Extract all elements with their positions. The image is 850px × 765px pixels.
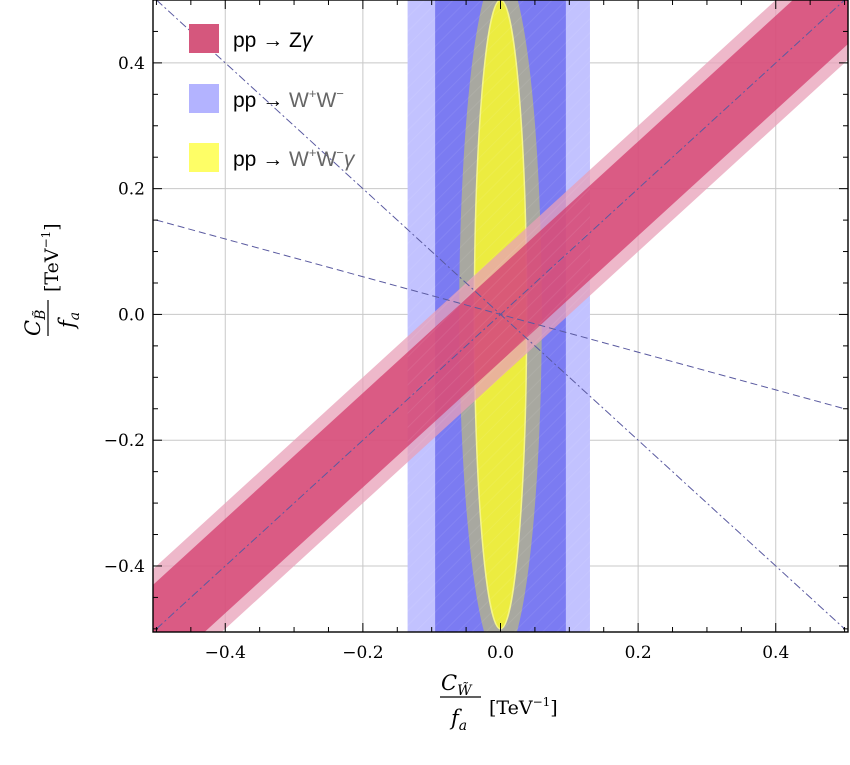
- y-label-denominator: f: [55, 317, 79, 330]
- x-tick-label-2: 0.0: [487, 643, 514, 663]
- legend-tail-zgamma: γ: [302, 29, 314, 52]
- y-label-unit: [TeV: [41, 248, 63, 292]
- y-tick-label-4: 0.4: [118, 54, 145, 74]
- svg-text:CB̃: CB̃: [21, 310, 49, 336]
- x-label-numerator: C: [441, 671, 457, 695]
- x-tick-label-3: 0.2: [625, 643, 652, 663]
- legend-sup1-wwgamma: +: [309, 145, 317, 160]
- legend-w2-ww: W: [316, 89, 336, 112]
- legend-sup2-wwgamma: −: [336, 145, 344, 160]
- x-label-unit: [TeV: [489, 697, 533, 719]
- legend-text-wwgamma: pp →: [233, 148, 289, 171]
- legend-item-zgamma: pp → Zγ: [189, 24, 314, 53]
- reference-lines: [156, 0, 845, 630]
- legend-item-ww: pp → W+W−: [189, 84, 344, 113]
- legend-item-wwgamma: pp → W+W−γ: [189, 143, 356, 172]
- svg-text:[TeV−1]: [TeV−1]: [39, 223, 63, 292]
- legend-sup2-ww: −: [336, 86, 344, 101]
- x-label-unit-exp: −1: [533, 695, 551, 709]
- svg-text:pp → W+W−: pp → W+W−: [233, 86, 344, 112]
- legend-text-ww: pp →: [233, 89, 289, 112]
- y-label-numerator: C: [21, 320, 45, 336]
- x-label-num-sub: W̃: [457, 681, 473, 699]
- legend-w2-wwgamma: W: [316, 148, 336, 171]
- x-label-denominator: f: [449, 706, 462, 730]
- legend: pp → Zγ pp → W+W− pp → W+W−γ: [189, 24, 356, 172]
- legend-swatch-zgamma: [189, 24, 219, 53]
- svg-text:pp → Zγ: pp → Zγ: [233, 29, 314, 52]
- y-label-num-sub: B̃: [31, 310, 49, 321]
- legend-swatch-ww: [189, 84, 219, 113]
- legend-swatch-wwgamma: [189, 143, 219, 172]
- svg-text:[TeV−1]: [TeV−1]: [489, 695, 558, 719]
- svg-text:fa: fa: [449, 706, 467, 734]
- y-tick-labels: −0.4 −0.2 0.0 0.2 0.4: [104, 54, 145, 577]
- svg-text:fa: fa: [55, 312, 83, 330]
- legend-w1-ww: W: [289, 89, 309, 112]
- x-tick-label-4: 0.4: [762, 643, 789, 663]
- y-tick-label-1: −0.2: [104, 431, 145, 451]
- x-tick-labels: −0.4 −0.2 0.0 0.2 0.4: [205, 643, 790, 663]
- y-tick-label-3: 0.2: [118, 180, 145, 200]
- svg-text:pp → W+W−γ: pp → W+W−γ: [233, 145, 356, 171]
- legend-text-zgamma: pp → Z: [233, 29, 302, 52]
- x-label-den-sub: a: [459, 718, 467, 734]
- y-label-den-sub: a: [67, 312, 83, 320]
- y-tick-label-2: 0.0: [118, 305, 145, 325]
- texture-overlay: [407, 0, 590, 632]
- y-label-unit-exp: −1: [39, 231, 53, 249]
- y-label-unit-close: ]: [41, 223, 63, 230]
- legend-w1-wwgamma: W: [289, 148, 309, 171]
- axis-ticks: [153, 0, 848, 632]
- x-axis-label: CW̃ fa [TeV−1]: [440, 671, 558, 734]
- svg-text:CW̃: CW̃: [441, 671, 473, 699]
- x-tick-label-0: −0.4: [205, 643, 246, 663]
- legend-tail-wwgamma: γ: [344, 148, 356, 171]
- y-axis-label: CB̃ fa [TeV−1]: [21, 223, 83, 336]
- x-tick-label-1: −0.2: [342, 643, 383, 663]
- legend-sup1-ww: +: [309, 86, 317, 101]
- allowed-regions: [153, 0, 848, 632]
- reference-line-2: [156, 219, 845, 410]
- y-tick-label-0: −0.4: [104, 557, 145, 577]
- x-label-unit-close: ]: [550, 697, 557, 719]
